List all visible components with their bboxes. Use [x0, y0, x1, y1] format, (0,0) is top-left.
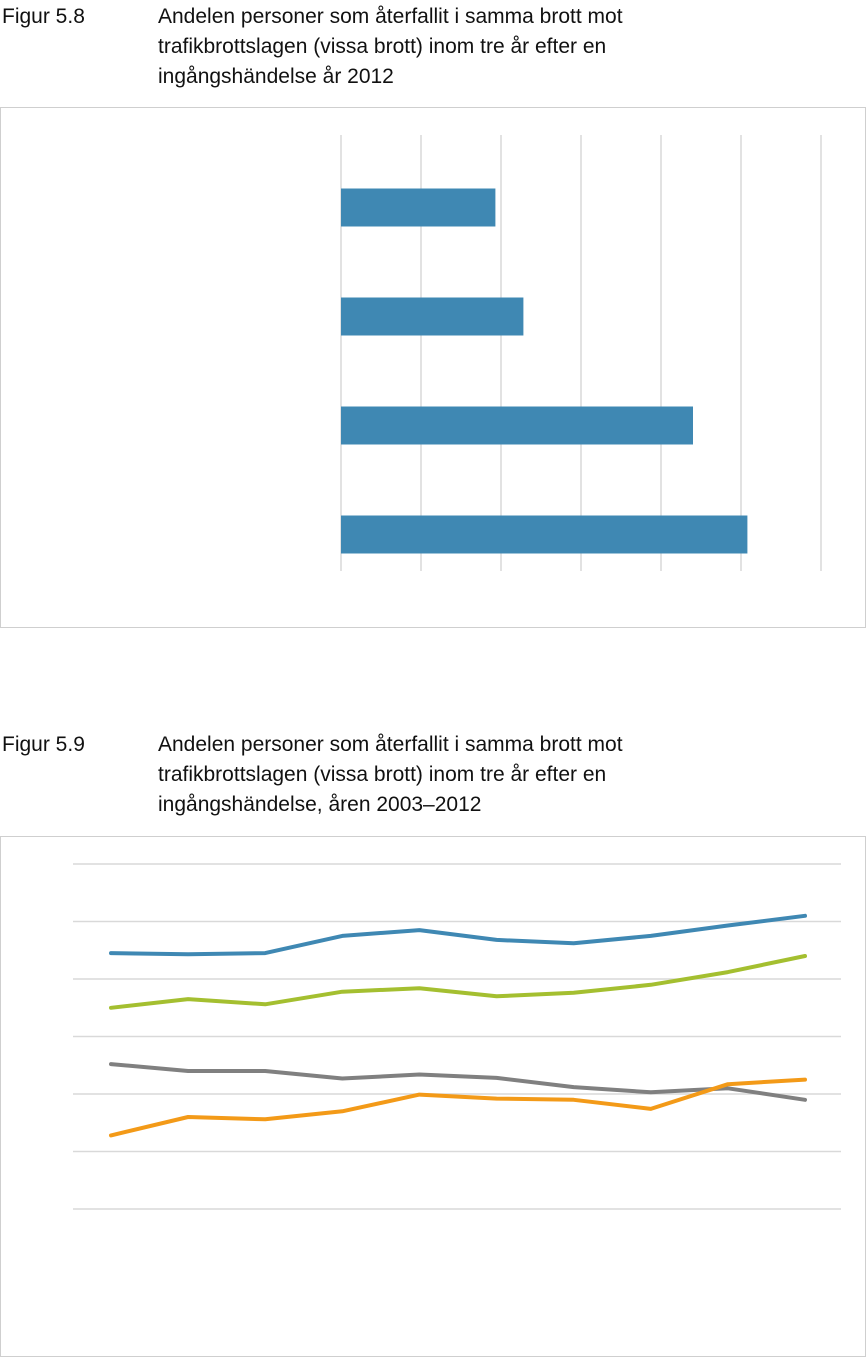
- figure-title-line: Andelen personer som återfallit i samma …: [158, 733, 623, 756]
- bar: [341, 406, 693, 445]
- line-chart: [73, 863, 841, 1210]
- bar: [341, 515, 748, 554]
- figure-title-line: trafikbrottslagen (vissa brott) inom tre…: [158, 35, 607, 58]
- series-line: [109, 1062, 807, 1102]
- figure-label: Figur 5.9: [2, 733, 85, 756]
- series-line: [109, 913, 807, 957]
- line-chart-panel: [0, 836, 866, 1357]
- bar: [341, 297, 524, 336]
- bar: [341, 188, 496, 227]
- bar-chart-panel: [0, 107, 866, 628]
- bar-chart: [340, 135, 822, 571]
- figure-title-line: Andelen personer som återfallit i samma …: [158, 5, 623, 28]
- figure-title: Andelen personer som återfallit i samma …: [158, 2, 758, 92]
- figure-label: Figur 5.8: [2, 5, 85, 28]
- series-line: [109, 954, 807, 1010]
- figure-title: Andelen personer som återfallit i samma …: [158, 730, 758, 820]
- figure-title-line: ingångshändelse år 2012: [158, 65, 394, 88]
- figure-title-line: ingångshändelse, åren 2003–2012: [158, 793, 482, 816]
- series-line: [109, 1077, 807, 1138]
- figure-title-line: trafikbrottslagen (vissa brott) inom tre…: [158, 763, 607, 786]
